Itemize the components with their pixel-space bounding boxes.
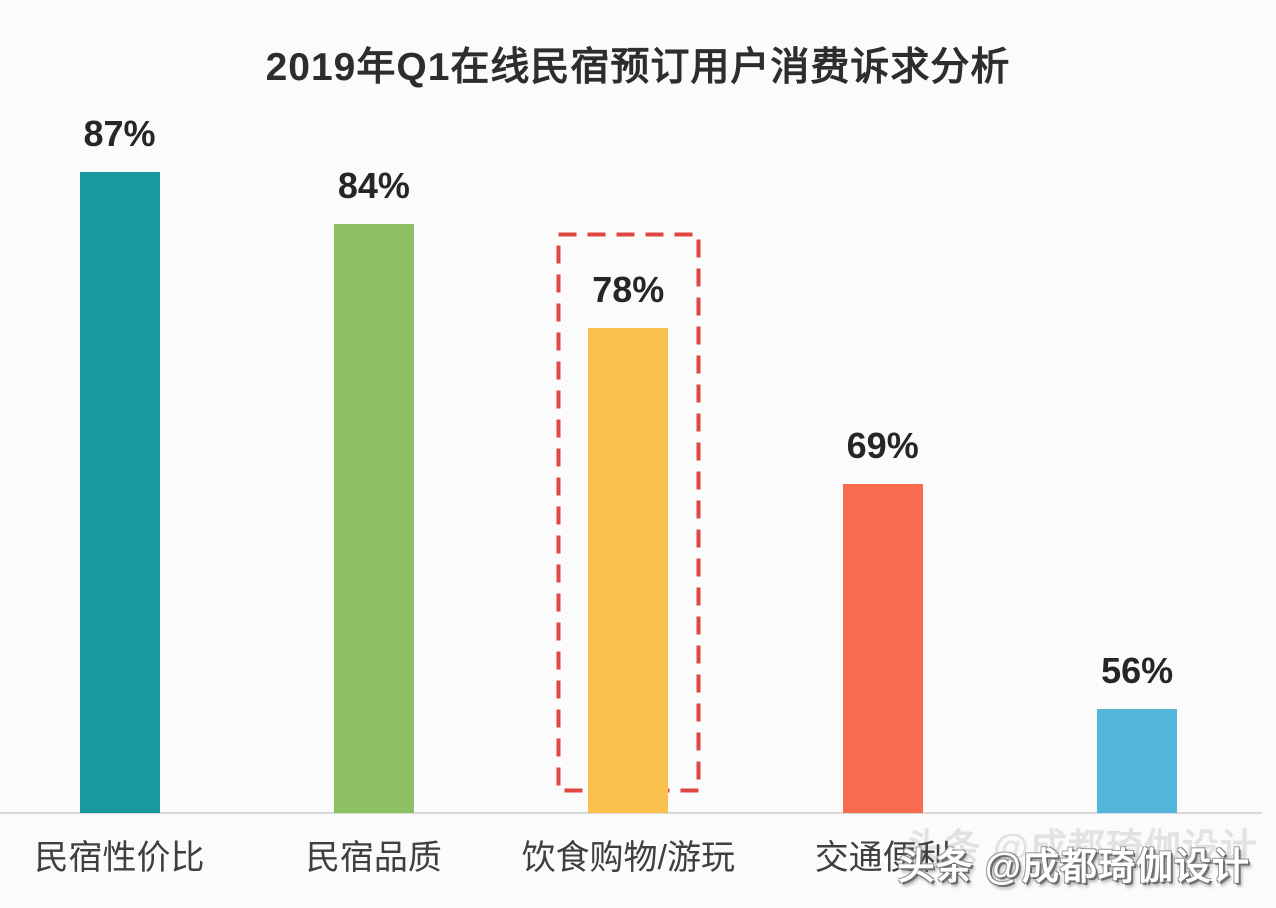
bar-value-label: 69% (846, 424, 919, 466)
watermark-ghost: 头条 @成都琦伽设计 (905, 827, 1258, 868)
bar-category-5 (1097, 709, 1178, 813)
x-axis-line (0, 812, 1262, 814)
bar-value-label: 84% (337, 165, 410, 207)
category-label: 交通便利 (814, 839, 951, 877)
bar-value-label: 87% (83, 113, 156, 155)
bar-value-label: 56% (1101, 650, 1174, 692)
chart-title: 2019年Q1在线民宿预订用户消费诉求分析 (265, 46, 1011, 89)
bar-交通便利 (842, 483, 923, 813)
bar-饮食购物/游玩 (588, 328, 669, 813)
bar-民宿性价比 (79, 172, 160, 813)
category-label: 饮食购物/游玩 (521, 839, 736, 877)
bar-民宿品质 (333, 224, 414, 813)
category-label: 民宿性价比 (34, 839, 205, 877)
watermark: 头条 @成都琦伽设计 (897, 846, 1250, 887)
category-label: 民宿品质 (305, 839, 442, 877)
bar-value-label: 78% (592, 269, 665, 311)
